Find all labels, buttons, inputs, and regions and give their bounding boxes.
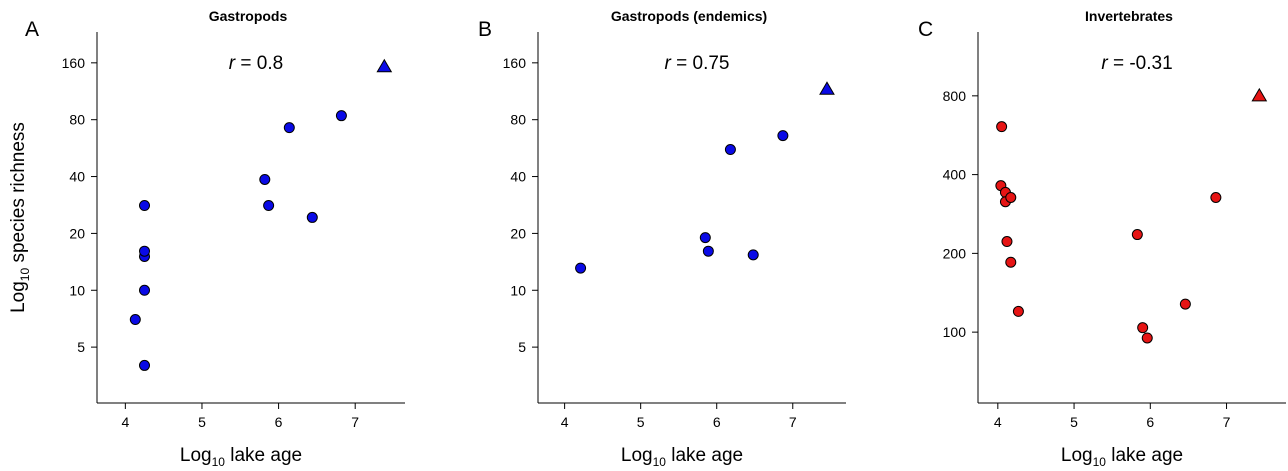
point [699, 232, 711, 244]
x-tick-label: 5 [1070, 414, 1078, 430]
point [702, 245, 714, 257]
x-tick-label: 7 [351, 414, 359, 430]
panel-title: Invertebrates [1085, 8, 1173, 24]
y-axis-label: Log10 species richness [8, 122, 32, 313]
panel-letter: C [918, 18, 933, 41]
point [777, 130, 789, 142]
x-axis-label: Log10 lake age [621, 445, 743, 469]
annotation: r = 0.8 [229, 53, 283, 74]
y-tick-label: 5 [518, 339, 526, 355]
x-tick-label: 5 [198, 414, 206, 430]
label-part: lake age [225, 445, 302, 466]
annotation-text: = 0.75 [671, 53, 730, 74]
y-tick-label: 5 [77, 339, 85, 355]
y-tick-label: 160 [503, 55, 527, 71]
triangle-point [376, 58, 393, 73]
point [139, 200, 151, 212]
panel-letter: B [478, 18, 492, 41]
y-tick-label: 10 [510, 282, 526, 298]
label-part: species richness [8, 122, 29, 268]
y-tick-label: 40 [69, 169, 85, 185]
point [1001, 236, 1013, 248]
x-tick-label: 5 [637, 414, 645, 430]
point [724, 144, 736, 156]
y-tick-label: 80 [510, 112, 526, 128]
point [1141, 332, 1153, 344]
y-tick-label: 800 [943, 88, 967, 104]
point [1005, 256, 1017, 268]
y-tick-label: 20 [510, 225, 526, 241]
point [1137, 322, 1149, 334]
annotation: r = 0.75 [665, 53, 730, 74]
annotation-var: r [1101, 53, 1108, 74]
triangle-point [819, 81, 835, 95]
x-tick-label: 4 [561, 414, 569, 430]
point [306, 211, 318, 223]
x-tick-label: 6 [1146, 414, 1154, 430]
y-tick-label: 40 [510, 169, 526, 185]
y-tick-label: 160 [62, 55, 86, 71]
x-tick-label: 6 [275, 414, 283, 430]
x-tick-label: 6 [713, 414, 721, 430]
point [139, 359, 151, 371]
point [1005, 191, 1017, 203]
point [996, 121, 1008, 133]
point [1131, 229, 1143, 241]
x-tick-label: 7 [1223, 414, 1231, 430]
annotation-var: r [665, 53, 672, 74]
y-tick-label: 20 [69, 225, 85, 241]
label-part: Log [8, 281, 29, 313]
point [259, 173, 271, 185]
annotation-text: = 0.8 [235, 53, 283, 74]
panel-title: Gastropods (endemics) [611, 8, 767, 24]
label-part: lake age [666, 445, 743, 466]
label-part: lake age [1106, 445, 1183, 466]
x-tick-label: 7 [789, 414, 797, 430]
label-sub: 10 [1093, 455, 1107, 469]
x-axis-label: Log10 lake age [1061, 445, 1183, 469]
label-sub: 10 [653, 455, 667, 469]
label-sub: 10 [18, 268, 32, 282]
point [139, 245, 151, 257]
point [1210, 191, 1222, 203]
point [1179, 298, 1191, 310]
point [335, 110, 347, 122]
point [1012, 305, 1024, 317]
y-tick-label: 400 [943, 167, 967, 183]
point [283, 122, 295, 134]
x-tick-label: 4 [994, 414, 1002, 430]
y-tick-label: 10 [69, 282, 85, 298]
annotation: r = -0.31 [1101, 53, 1172, 74]
label-sub: 10 [212, 455, 226, 469]
x-tick-label: 4 [121, 414, 129, 430]
y-tick-label: 80 [69, 112, 85, 128]
y-tick-label: 200 [943, 245, 967, 261]
label-part: Log [1061, 445, 1093, 466]
point [747, 249, 759, 261]
point [139, 284, 151, 296]
label-part: Log [180, 445, 212, 466]
point [129, 314, 141, 326]
panel-title: Gastropods [209, 8, 288, 24]
x-axis-label: Log10 lake age [180, 445, 302, 469]
annotation-text: = -0.31 [1108, 53, 1173, 74]
point [575, 262, 587, 274]
y-tick-label: 100 [943, 324, 967, 340]
annotation-var: r [229, 53, 236, 74]
panel-letter: A [25, 18, 39, 41]
label-part: Log [621, 445, 653, 466]
point [263, 200, 275, 212]
triangle-point [1251, 87, 1268, 102]
